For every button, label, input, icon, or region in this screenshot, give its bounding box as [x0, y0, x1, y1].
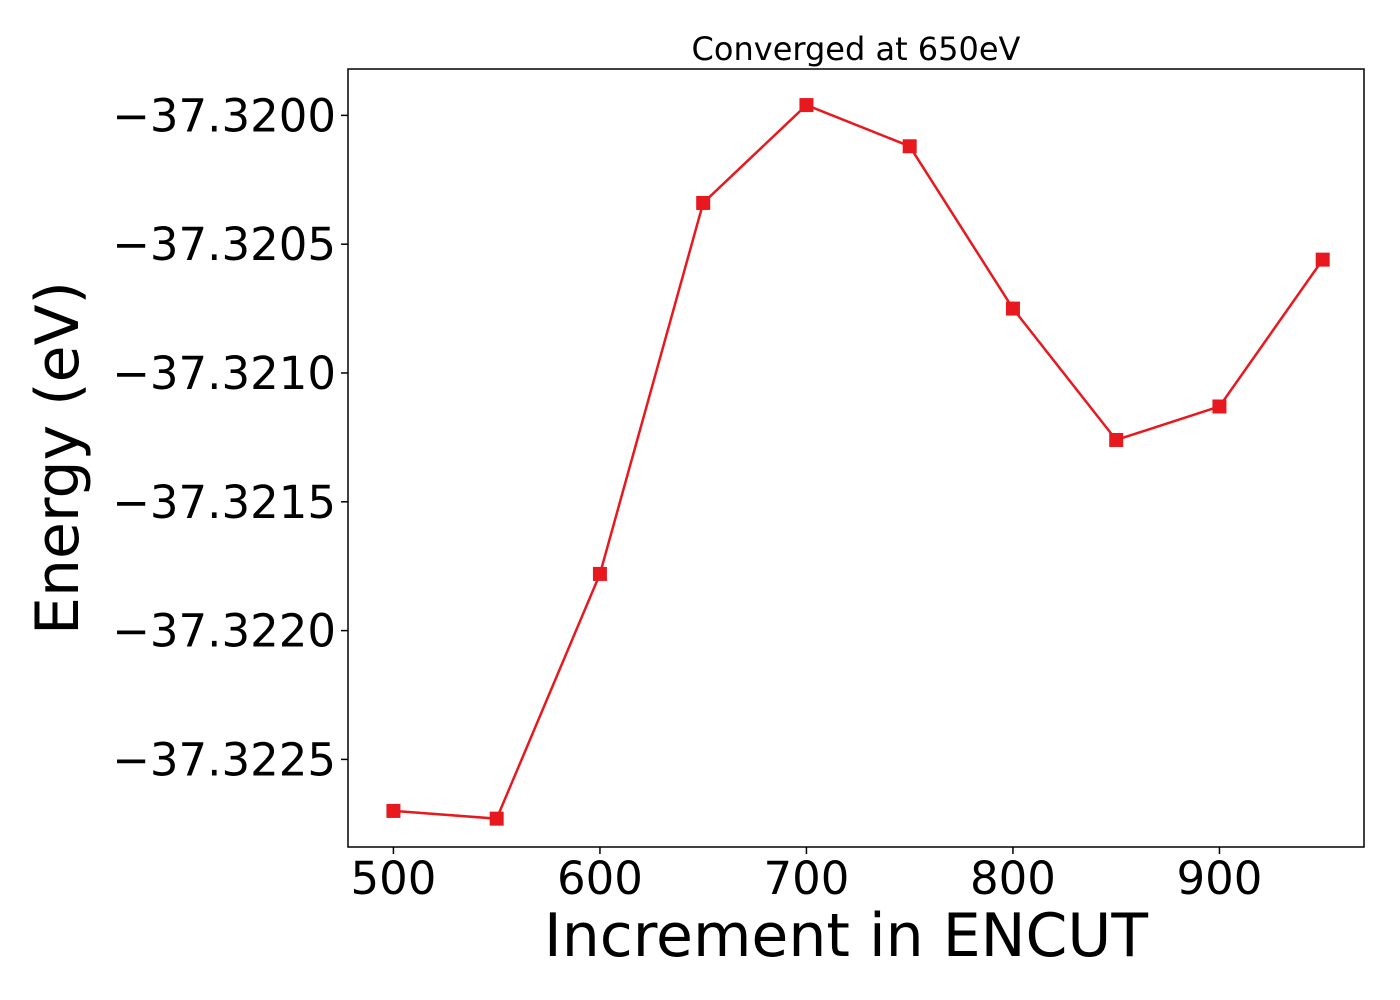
x-tick-label: 700 — [763, 852, 849, 905]
y-tick-label: −37.3210 — [112, 347, 336, 400]
data-point-marker — [799, 98, 814, 113]
x-tick-label: 900 — [1176, 852, 1262, 905]
data-point-marker — [1109, 432, 1124, 447]
x-tick-label: 800 — [970, 852, 1056, 905]
x-axis-ticks: 500 600 700 800 900 — [350, 847, 1262, 905]
data-point-marker — [1005, 301, 1020, 316]
data-point-marker — [696, 195, 711, 210]
y-tick-label: −37.3205 — [112, 218, 336, 271]
x-tick-label: 500 — [350, 852, 436, 905]
y-tick-label: −37.3215 — [112, 476, 336, 529]
x-tick-label: 600 — [557, 852, 643, 905]
chart-title: Converged at 650eV — [692, 30, 1021, 68]
data-point-marker — [1315, 252, 1330, 267]
series-line — [393, 103, 1324, 820]
data-point-marker — [902, 139, 917, 154]
y-tick-label: −37.3220 — [112, 605, 336, 658]
y-tick-label: −37.3200 — [112, 89, 336, 142]
data-point-marker — [1212, 399, 1227, 414]
data-point-marker — [386, 803, 401, 818]
y-axis-ticks: −37.3200 −37.3205 −37.3210 −37.3215 −37.3220… — [112, 89, 348, 786]
x-axis-label: Increment in ENCUT — [544, 901, 1148, 971]
plot-area-frame — [347, 68, 1365, 848]
data-point-marker — [489, 811, 504, 826]
data-point-marker — [592, 566, 607, 581]
series-layer — [386, 98, 1330, 826]
y-tick-label: −37.3225 — [112, 733, 336, 786]
y-axis-label: Energy (eV) — [23, 281, 93, 635]
